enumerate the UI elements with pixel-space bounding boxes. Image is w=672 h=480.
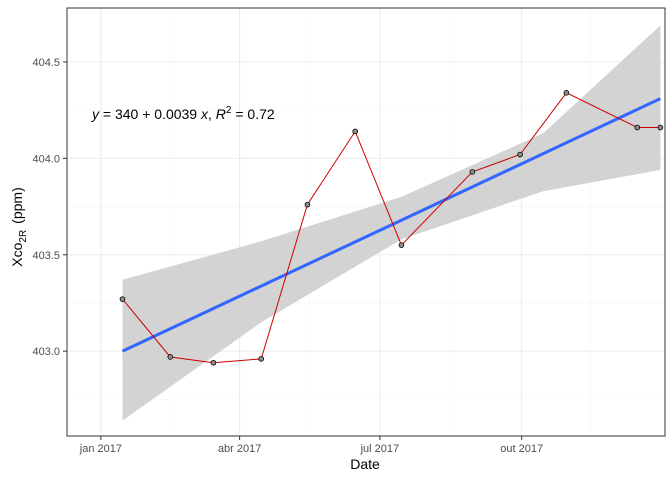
trend-line (121, 97, 662, 353)
eq-coefficients: = 340 + 0.0039 (99, 106, 201, 122)
data-point (304, 201, 311, 208)
eq-y: y (91, 106, 100, 122)
confidence-band-group (122, 25, 661, 421)
trend-line-group (121, 97, 662, 353)
y-axis-title-subscript: 2R (18, 230, 29, 243)
x-tick-label: abr 2017 (218, 443, 261, 455)
data-point (634, 124, 641, 131)
eq-r-value: = 0.72 (231, 106, 274, 122)
x-tick-label: out 2017 (500, 443, 543, 455)
y-axis-title-unit: (ppm) (9, 187, 25, 224)
data-point (210, 359, 217, 366)
y-axis-title: Xco2R (ppm) (9, 187, 29, 266)
x-axis-title: Date (350, 456, 380, 472)
eq-r: R (216, 106, 226, 122)
y-tick-label: 404.5 (32, 57, 60, 69)
y-tick-label: 404.0 (32, 153, 60, 165)
data-point (398, 242, 405, 248)
series-group (119, 90, 664, 366)
data-point (563, 90, 570, 96)
eq-x: x (200, 106, 209, 122)
data-point (657, 124, 664, 131)
x-tick-label: jul 2017 (360, 443, 400, 455)
confidence-band (122, 25, 661, 421)
data-point (258, 356, 264, 362)
y-tick-label: 403.0 (32, 346, 60, 358)
data-point (517, 151, 523, 158)
axes: jan 2017 abr 2017 jul 2017 out 2017 403.0 403… (32, 57, 543, 455)
x-tick-label: jan 2017 (79, 443, 122, 455)
eq-r-superscript: 2 (226, 105, 232, 116)
eq-comma: , (208, 106, 216, 122)
data-point (167, 354, 174, 360)
data-point (469, 169, 476, 175)
y-axis-title-main: Xco (9, 242, 25, 266)
panel-border (66, 7, 666, 437)
data-point (352, 128, 359, 135)
regression-equation: y = 340 + 0.0039 x, R2 = 0.72 (91, 105, 275, 122)
data-point (119, 296, 126, 302)
series-line (122, 92, 661, 364)
y-tick-label: 403.5 (32, 250, 60, 262)
